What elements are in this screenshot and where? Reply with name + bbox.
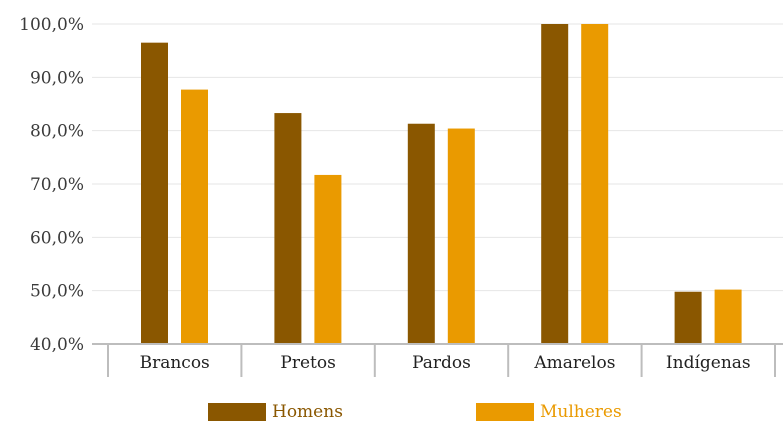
bar-homens [541, 24, 569, 344]
y-tick-label: 60,0% [30, 228, 84, 248]
y-tick-label: 80,0% [30, 122, 84, 142]
legend-label-homens: Homens [272, 402, 343, 422]
bar-chart: 40,0% 50,0% 60,0% 70,0% 80,0% 90,0% 100,0% Bra… [19, 15, 783, 377]
y-axis-ticks: 40,0% 50,0% 60,0% 70,0% 80,0% 90,0% 100,0% [19, 15, 84, 355]
y-tick-label: 40,0% [30, 335, 84, 355]
bar-homens [674, 291, 702, 344]
x-tick-label: Amarelos [533, 353, 615, 373]
bar-mulheres [314, 174, 342, 344]
x-tick-label: Brancos [140, 353, 210, 373]
legend-item-homens: Homens [208, 402, 343, 422]
y-tick-label: 50,0% [30, 282, 84, 302]
bar-mulheres [181, 89, 208, 344]
bar-mulheres [714, 289, 742, 344]
y-tick-label: 70,0% [30, 175, 84, 195]
bar-homens [407, 123, 435, 344]
bar-mulheres [581, 24, 609, 344]
bar-mulheres [447, 128, 475, 344]
bar-homens [274, 113, 302, 344]
legend-item-mulheres: Mulheres [476, 402, 622, 422]
bar-homens [141, 42, 168, 345]
bars [141, 24, 742, 345]
legend-swatch-homens [208, 403, 266, 421]
x-tick-label: Indígenas [666, 353, 751, 373]
y-tick-label: 100,0% [19, 15, 84, 35]
legend-label-mulheres: Mulheres [540, 402, 622, 422]
x-tick-label: Pardos [412, 353, 471, 373]
x-tick-label: Pretos [280, 353, 335, 373]
y-tick-label: 90,0% [30, 68, 84, 88]
x-axis: Brancos Pretos Pardos Amarelos Indígenas [92, 343, 783, 377]
legend: Homens Mulheres [0, 402, 783, 426]
legend-swatch-mulheres [476, 403, 534, 421]
